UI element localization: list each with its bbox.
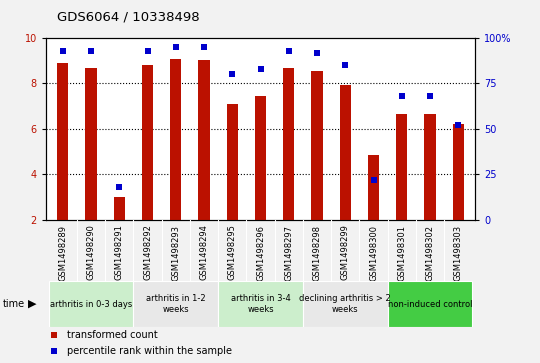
Text: arthritis in 1-2
weeks: arthritis in 1-2 weeks bbox=[146, 294, 206, 314]
Text: GSM1498295: GSM1498295 bbox=[228, 225, 237, 281]
Text: GSM1498301: GSM1498301 bbox=[397, 225, 406, 281]
Text: GSM1498291: GSM1498291 bbox=[115, 225, 124, 281]
Bar bbox=[227, 104, 238, 220]
Text: GSM1498303: GSM1498303 bbox=[454, 225, 463, 281]
Text: GSM1498290: GSM1498290 bbox=[86, 225, 96, 281]
Text: GSM1498300: GSM1498300 bbox=[369, 225, 378, 281]
Text: GSM1498297: GSM1498297 bbox=[284, 225, 293, 281]
Bar bbox=[303, 281, 388, 327]
Text: percentile rank within the sample: percentile rank within the sample bbox=[68, 346, 232, 356]
Bar bbox=[368, 155, 379, 220]
Text: GSM1498293: GSM1498293 bbox=[171, 225, 180, 281]
Bar bbox=[114, 197, 125, 220]
Text: GSM1498294: GSM1498294 bbox=[200, 225, 208, 281]
Bar bbox=[49, 281, 133, 327]
Text: arthritis in 0-3 days: arthritis in 0-3 days bbox=[50, 299, 132, 309]
Bar bbox=[57, 63, 69, 220]
Bar bbox=[218, 281, 303, 327]
Text: GDS6064 / 10338498: GDS6064 / 10338498 bbox=[57, 11, 199, 24]
Bar bbox=[396, 114, 407, 220]
Bar bbox=[340, 85, 351, 220]
Bar bbox=[453, 124, 464, 220]
Bar bbox=[283, 68, 294, 220]
Bar bbox=[312, 71, 323, 220]
Text: time: time bbox=[3, 299, 25, 309]
Text: GSM1498289: GSM1498289 bbox=[58, 225, 68, 281]
Text: ▶: ▶ bbox=[28, 299, 37, 309]
Text: GSM1498299: GSM1498299 bbox=[341, 225, 350, 281]
Text: GSM1498292: GSM1498292 bbox=[143, 225, 152, 281]
Text: arthritis in 3-4
weeks: arthritis in 3-4 weeks bbox=[231, 294, 291, 314]
Bar bbox=[142, 65, 153, 220]
Text: non-induced control: non-induced control bbox=[388, 299, 472, 309]
Bar bbox=[424, 114, 436, 220]
Text: GSM1498296: GSM1498296 bbox=[256, 225, 265, 281]
Bar bbox=[388, 281, 472, 327]
Bar bbox=[170, 58, 181, 220]
Text: GSM1498298: GSM1498298 bbox=[313, 225, 321, 281]
Text: transformed count: transformed count bbox=[68, 330, 158, 340]
Text: GSM1498302: GSM1498302 bbox=[426, 225, 435, 281]
Bar bbox=[255, 96, 266, 220]
Bar bbox=[85, 68, 97, 220]
Bar bbox=[198, 60, 210, 220]
Text: declining arthritis > 2
weeks: declining arthritis > 2 weeks bbox=[299, 294, 391, 314]
Bar bbox=[133, 281, 218, 327]
